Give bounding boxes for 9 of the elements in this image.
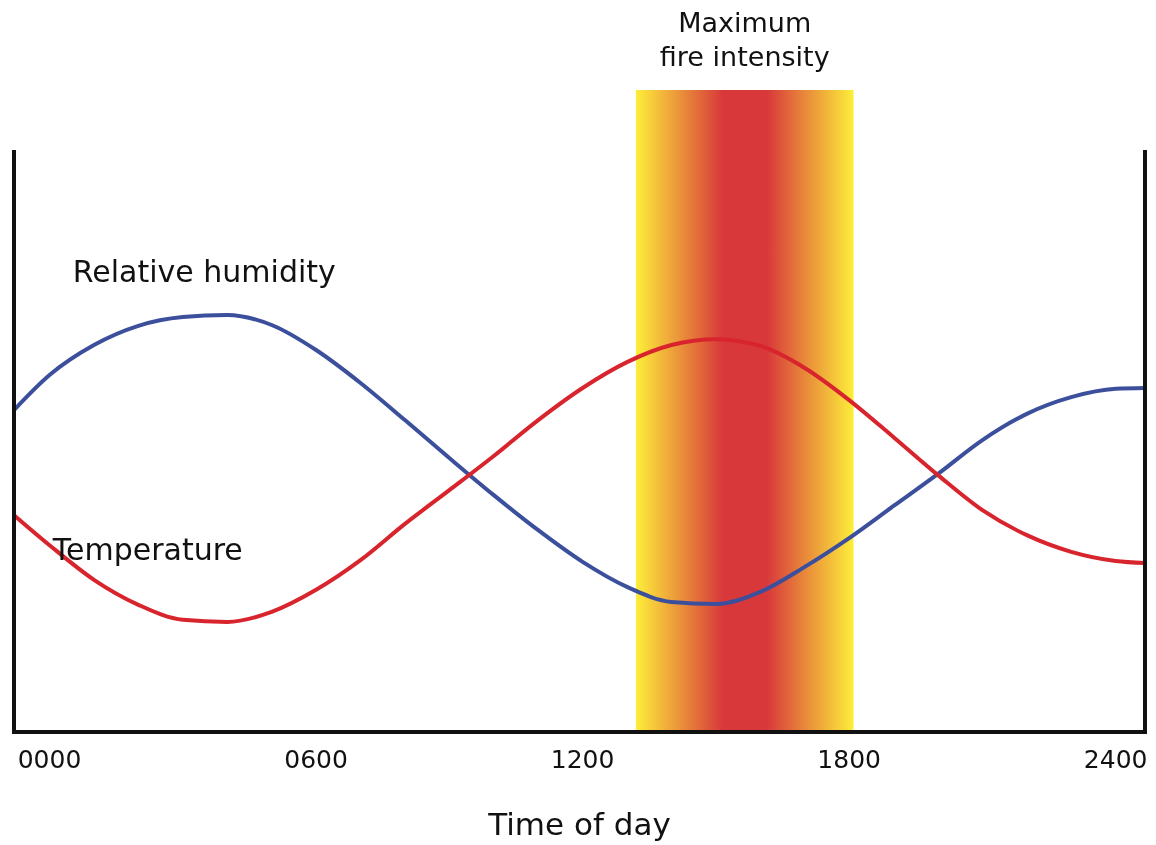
x-tick-label: 0000 — [17, 745, 82, 774]
band-label: Maximum fire intensity — [659, 7, 830, 72]
x-tick-label: 2400 — [1083, 745, 1148, 774]
x-tick-label: 1200 — [550, 745, 615, 774]
x-tick-label: 1800 — [817, 745, 881, 774]
series-label: Temperature — [51, 531, 243, 567]
x-axis-title: Time of day — [487, 806, 671, 842]
x-tick-label: 0600 — [284, 745, 348, 774]
series-label: Relative humidity — [72, 254, 336, 290]
